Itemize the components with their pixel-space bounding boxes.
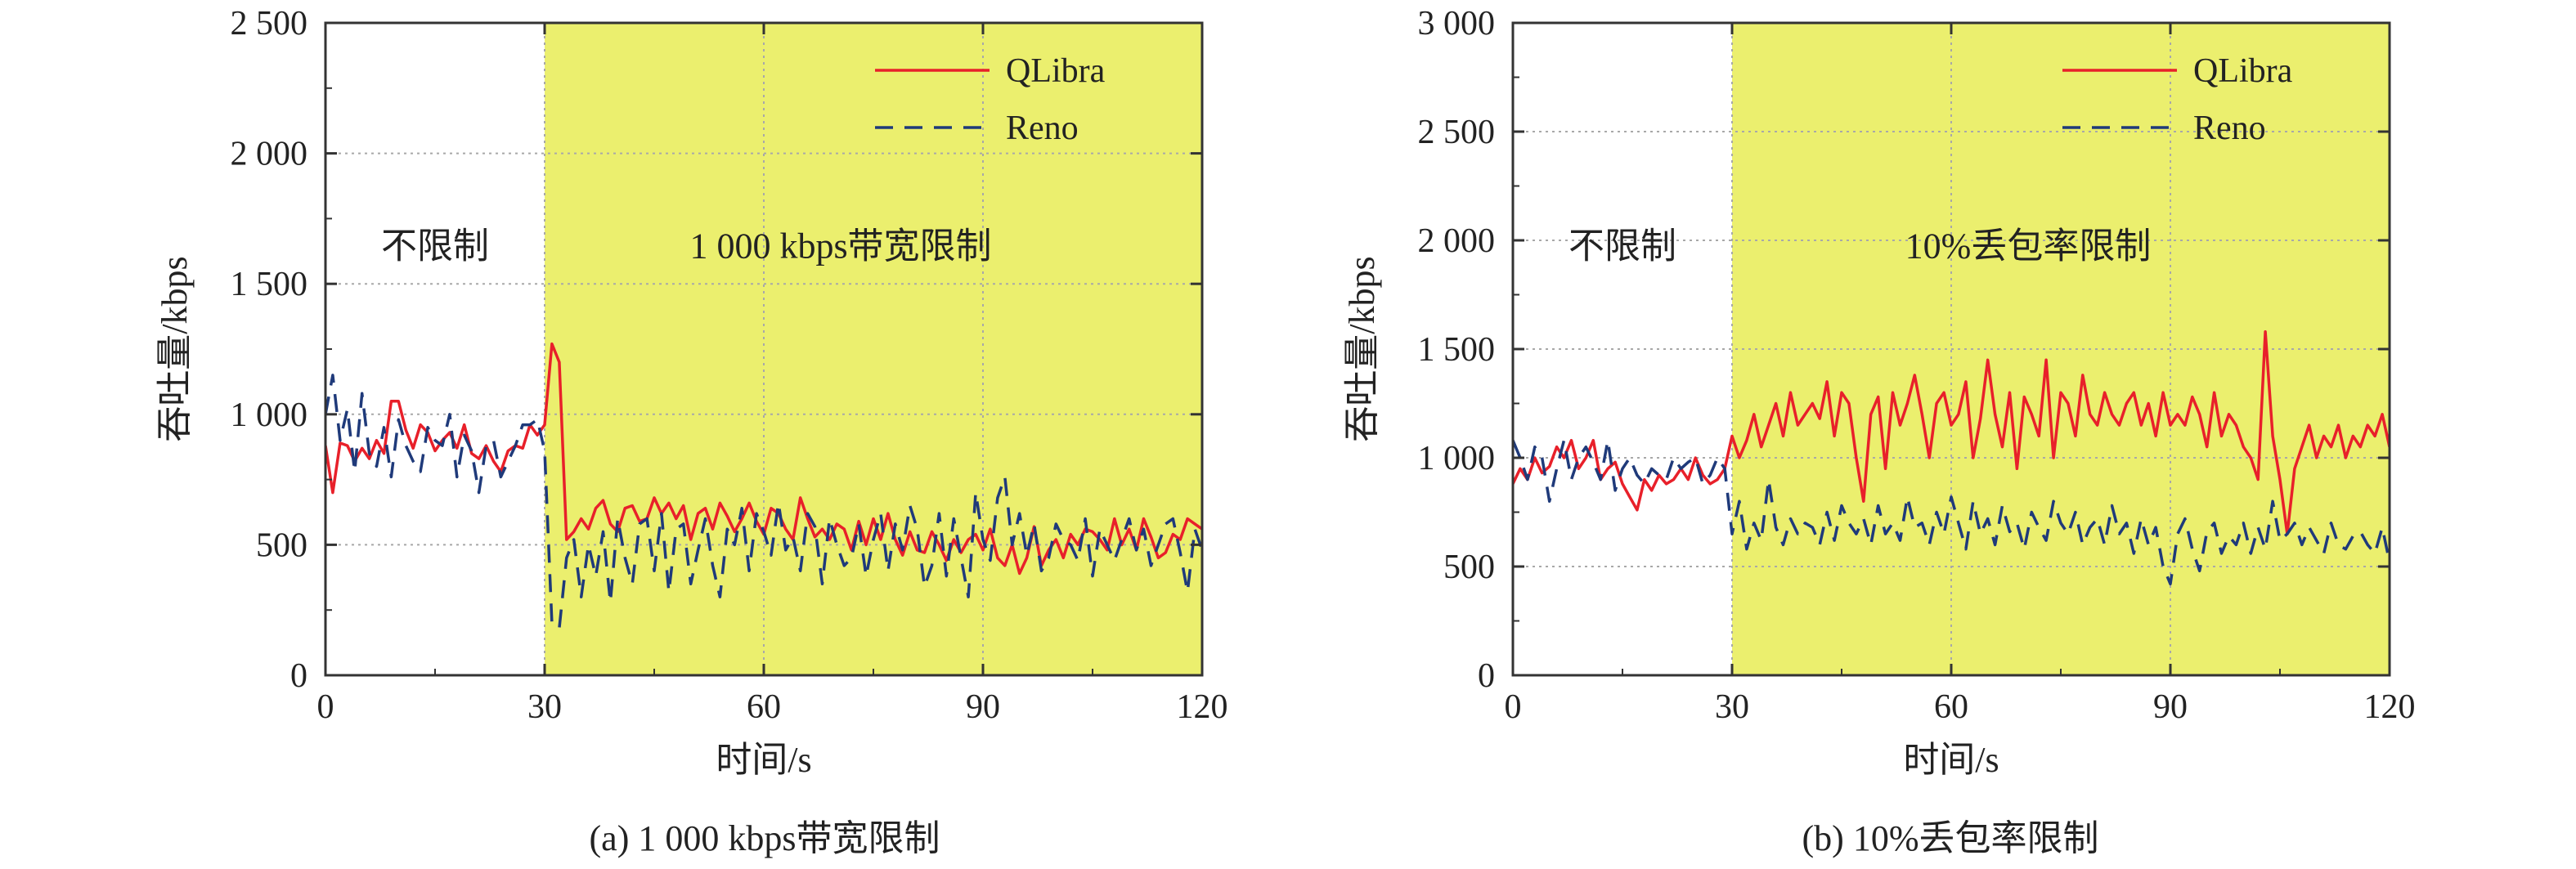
y-tick-label: 0 [290,657,307,695]
legend-label-qlibra: QLibra [1006,52,1106,90]
x-axis-label: 时间/s [716,740,811,780]
y-tick-label: 1 000 [231,396,308,434]
y-tick-label: 3 000 [1418,5,1496,43]
series-line-qlibra [1513,329,2390,535]
region-label-after: 10%丢包率限制 [1905,226,2152,266]
x-tick-label: 30 [1715,688,1749,726]
series-line-reno [325,374,1202,630]
y-tick-label: 0 [1478,657,1495,695]
region-label-before: 不限制 [381,226,489,266]
shaded-region [545,23,1202,675]
legend-label-qlibra: QLibra [2193,52,2293,90]
series-group [325,342,1202,630]
x-tick-label: 60 [747,688,781,726]
y-tick-label: 1 000 [1418,440,1496,477]
x-tick-label: 90 [2153,688,2188,726]
y-tick-label: 2 000 [231,136,308,173]
region-label-after: 1 000 kbps带宽限制 [689,226,991,266]
region-label-before: 不限制 [1568,226,1676,266]
y-tick-label: 500 [1443,549,1495,586]
series-group [1513,329,2390,586]
legend-label-reno: Reno [2193,110,2266,147]
y-tick-label: 2 500 [1418,114,1496,151]
y-axis-label: 吞吐量/kbps [1342,256,1382,441]
x-tick-label: 0 [317,688,334,726]
series-line-reno [1513,438,2390,586]
y-tick-label: 1 500 [231,266,308,303]
x-tick-label: 120 [2364,688,2416,726]
x-tick-label: 120 [1177,688,1228,726]
x-tick-label: 60 [1934,688,1968,726]
chart-panel-a: 0 30 60 90 120 0 500 1 000 1 500 2 000 2 500 时间/s 吞吐… [155,5,1228,858]
y-tick-label: 2 500 [231,5,308,43]
figure-caption: (a) 1 000 kbps带宽限制 [590,818,940,858]
legend-label-reno: Reno [1006,110,1079,147]
x-tick-label: 0 [1505,688,1522,726]
figure-caption: (b) 10%丢包率限制 [1802,818,2099,858]
y-tick-label: 2 000 [1418,222,1496,260]
y-tick-label: 1 500 [1418,331,1496,369]
x-axis-label: 时间/s [1903,740,1999,780]
y-tick-label: 500 [256,526,307,564]
x-tick-label: 90 [966,688,1000,726]
x-tick-label: 30 [527,688,562,726]
shaded-region [1732,23,2390,675]
chart-panel-b: 0 30 60 90 120 0 500 1 000 1 500 2 000 2 500 3 000 时… [1342,5,2416,858]
y-axis-label: 吞吐量/kbps [155,256,195,441]
